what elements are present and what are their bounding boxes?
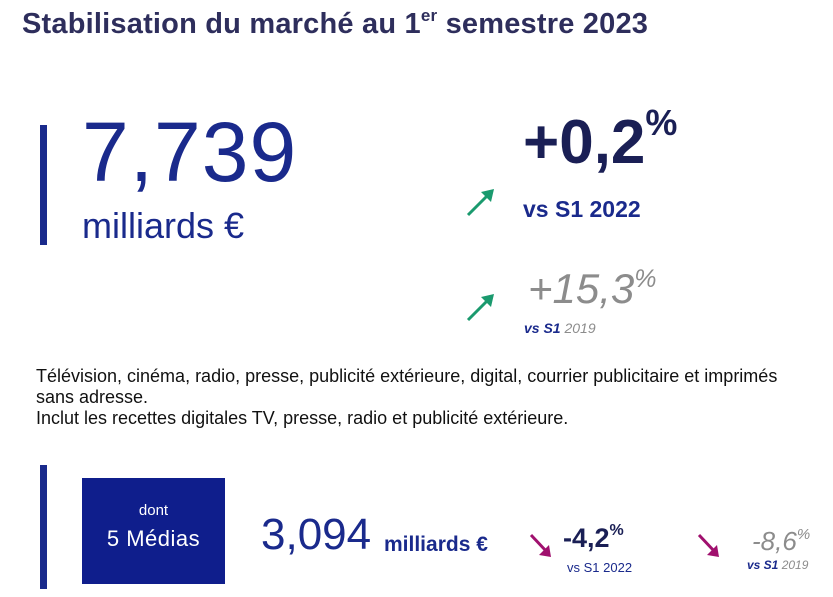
medias-change-2019-label-year: 2019 <box>778 558 809 572</box>
medias-badge: dont 5 Médias <box>82 478 225 584</box>
arrow-up-right-icon <box>466 294 494 322</box>
arrow-up-right-icon <box>466 189 494 217</box>
title-superscript: er <box>420 6 438 25</box>
market-value: 7,739 <box>82 105 298 199</box>
medias-change-2019-number: -8,6 <box>752 526 797 556</box>
medias-change-2022-value: -4,2% <box>563 522 624 553</box>
arrow-down-right-icon <box>529 533 551 557</box>
title-suffix: semestre 2023 <box>437 8 649 40</box>
change-2022-percent: % <box>645 102 678 143</box>
market-unit: milliards € <box>82 205 245 246</box>
change-2019-number: +15,3 <box>528 265 635 312</box>
kpi-accent-bar <box>40 125 47 245</box>
change-2019-label: vs S1 2019 <box>524 320 596 336</box>
change-2022-number: +0,2 <box>523 108 646 177</box>
medias-change-2022-label: vs S1 2022 <box>567 560 633 575</box>
title-prefix: Stabilisation du marché au 1 <box>22 8 421 40</box>
medias-unit: milliards € <box>384 533 488 556</box>
change-2022-label: vs S1 2022 <box>523 196 641 222</box>
change-2019-label-year: 2019 <box>560 320 596 336</box>
medias-change-2019-value: -8,6% <box>752 526 811 556</box>
description-line-2: Inclut les recettes digitales TV, presse… <box>36 408 569 428</box>
page-title: Stabilisation du marché au 1er semestre … <box>22 6 649 41</box>
description-line-1: Télévision, cinéma, radio, presse, publi… <box>36 366 778 407</box>
medias-change-2022-percent: % <box>609 522 624 539</box>
arrow-down-right-icon <box>697 533 719 557</box>
medias-dont-label: dont <box>138 502 169 519</box>
medias-value: 3,094 <box>261 510 372 559</box>
change-2019-label-prefix: vs S1 <box>524 320 561 336</box>
change-2019-value: +15,3% <box>528 265 657 312</box>
medias-change-2019-label: vs S1 2019 <box>747 558 808 572</box>
medias-accent-bar <box>40 465 47 589</box>
medias-change-2022-number: -4,2 <box>563 523 610 553</box>
market-description: Télévision, cinéma, radio, presse, publi… <box>36 366 806 429</box>
medias-change-2019-percent: % <box>796 526 811 543</box>
change-2019-percent: % <box>634 265 657 293</box>
medias-change-2019-label-prefix: vs S1 <box>747 558 779 572</box>
medias-label: 5 Médias <box>106 526 201 551</box>
change-2022-value: +0,2% <box>523 105 677 174</box>
